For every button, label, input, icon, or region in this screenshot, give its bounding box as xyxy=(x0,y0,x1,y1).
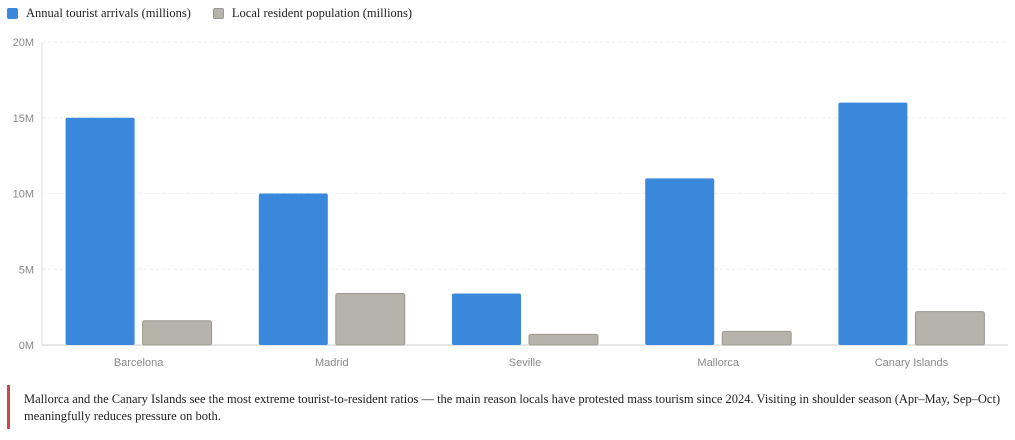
bar-tourists xyxy=(645,178,715,345)
bar-tourists xyxy=(258,193,328,345)
bar-residents xyxy=(528,333,599,346)
x-tick-label: Madrid xyxy=(315,357,349,369)
x-tick-label: Mallorca xyxy=(697,357,739,369)
legend-label-tourists: Annual tourist arrivals (millions) xyxy=(26,6,191,20)
y-tick-label: 15M xyxy=(13,113,34,125)
legend-item-residents[interactable]: Local resident population (millions) xyxy=(212,6,413,21)
bar-residents xyxy=(335,292,406,346)
legend-swatch-tourists xyxy=(7,8,18,19)
y-tick-label: 0M xyxy=(19,340,34,352)
chart-note: Mallorca and the Canary Islands see the … xyxy=(7,385,1014,429)
legend-item-tourists[interactable]: Annual tourist arrivals (millions) xyxy=(7,6,191,21)
bar-tourists xyxy=(65,117,135,345)
x-tick-label: Seville xyxy=(509,357,541,369)
bar-chart: 0M 5M 10M 15M 20M Barcelona Madrid Seville Mallo… xyxy=(13,37,1008,369)
chart-legend: Annual tourist arrivals (millions) Local… xyxy=(7,6,412,21)
legend-label-residents: Local resident population (millions) xyxy=(231,6,413,20)
y-tick-label: 10M xyxy=(13,189,34,201)
legend-swatch-residents xyxy=(212,8,224,19)
y-tick-label: 20M xyxy=(13,37,34,49)
x-tick-label: Canary Islands xyxy=(875,357,949,369)
bar-tourists xyxy=(838,102,908,345)
bar-residents xyxy=(721,330,792,346)
x-tick-label: Barcelona xyxy=(114,357,164,369)
bar-residents xyxy=(914,311,985,346)
bar-tourists xyxy=(452,293,521,345)
y-tick-label: 5M xyxy=(19,264,34,276)
bar-residents xyxy=(142,320,213,346)
